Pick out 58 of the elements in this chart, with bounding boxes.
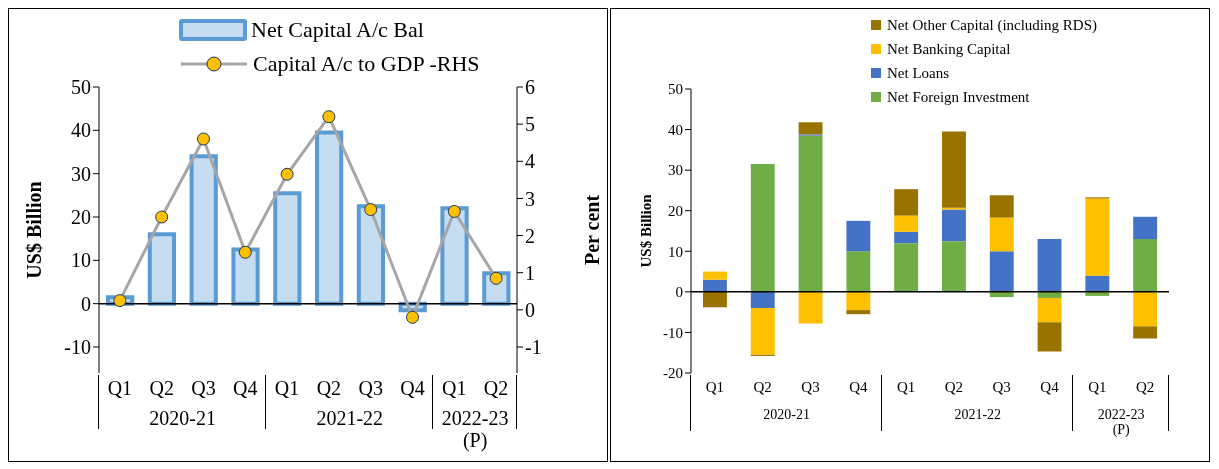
y-tick-label: -10 [663,324,683,341]
y-tick-label: 20 [668,203,683,220]
text: 2020-21 [762,407,811,423]
y-tick-label: -20 [663,365,683,382]
text: 2021-22 [953,407,1003,423]
x-tick-label: Q1 [274,377,300,400]
x-tick-label: Q3 [992,378,1011,395]
y2-tick-label: -1 [525,336,542,359]
y-tick-label: 40 [71,119,91,142]
x-tick-label: Q4 [849,378,868,395]
x-tick-label: Q1 [705,378,725,395]
x-tick-label: Q1 [442,377,467,400]
x-tick-label: Q3 [801,378,820,395]
x-tick-label: Q2 [944,378,964,395]
y-tick-label: 50 [71,76,91,99]
y2-tick-label: 1 [525,261,535,284]
x-tick-label: Q3 [191,377,216,400]
text: 2022-23 (P) [440,407,510,451]
y2-axis-title: Per cent [581,194,604,266]
legend-label: Net Capital A/c Bal [251,16,424,44]
y2-tick-label: 4 [525,150,535,173]
y-tick-label: 50 [668,81,683,98]
y-tick-label: 20 [71,206,91,229]
y-tick-label: 10 [71,249,91,272]
y-axis-title: US$ Billion [638,193,655,268]
x-tick-label: Q2 [483,377,509,400]
x-tick-label: Q2 [753,378,772,395]
text: 2020-21 [148,407,217,429]
x-tick-label: Q4 [1040,378,1060,395]
y-tick-label: 30 [71,162,91,185]
x-tick-label: Q1 [107,377,133,400]
y2-tick-label: 2 [525,224,535,247]
x-tick-label: Q2 [316,377,342,400]
x-tick-label: Q2 [1135,378,1155,395]
x-tick-label: Q3 [358,377,383,400]
x-tick-label: Q4 [400,377,425,400]
legend-label: Net Banking Capital [887,40,1011,59]
x-tick-label: Q2 [149,377,174,400]
x-tick-label: Q1 [896,378,916,395]
y-axis-title: US$ Billion [23,181,46,279]
text: 2021-22 [315,407,385,429]
y2-tick-label: 0 [525,298,535,321]
y-tick-label: 30 [668,162,683,179]
y2-tick-label: 5 [525,113,535,136]
y2-tick-label: 3 [525,187,535,210]
legend-label: Capital A/c to GDP -RHS [253,50,480,78]
y-tick-label: 0 [81,292,91,315]
y-tick-label: 10 [668,243,683,260]
legend-label: Net Loans [887,64,950,83]
legend-label: Net Other Capital (including RDS) [887,16,1097,35]
legend-label: Net Foreign Investment [887,88,1030,107]
y-tick-label: 0 [675,284,683,301]
text: 2022-23 (P) [1096,407,1146,438]
y2-tick-label: 6 [525,76,535,99]
y-tick-label: 40 [668,121,683,138]
x-tick-label: Q1 [1088,378,1107,395]
y-tick-label: -10 [64,336,91,359]
x-tick-label: Q4 [233,377,258,400]
